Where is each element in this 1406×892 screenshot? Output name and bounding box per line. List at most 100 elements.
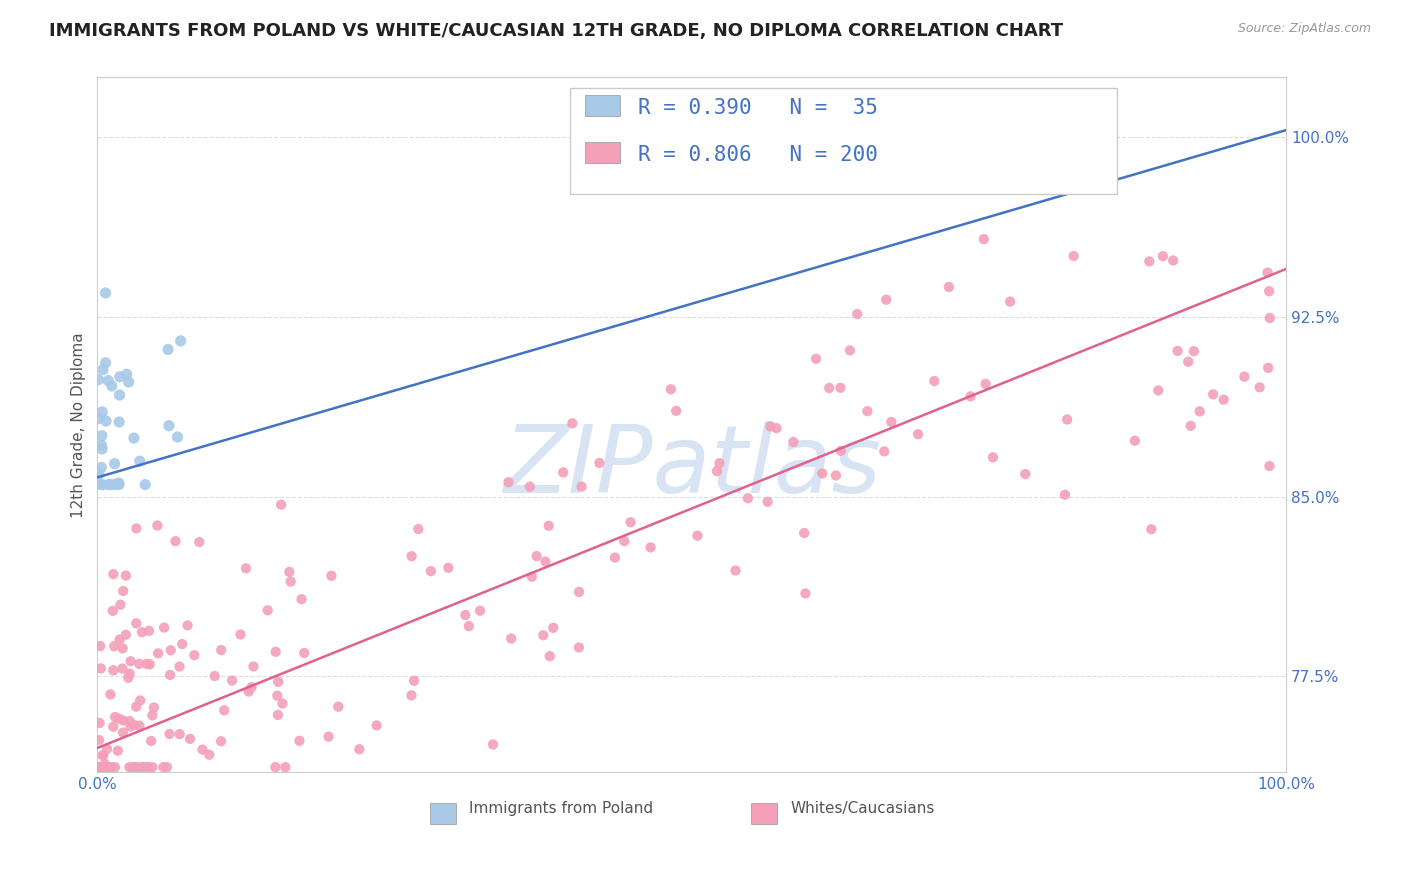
Point (437, 561, 460, 575)
Point (1053, 488, 1076, 502)
Point (128, 719, 150, 733)
Point (87, 733, 110, 747)
Point (501, 632, 523, 646)
Point (108, 415, 131, 429)
Point (1233, 369, 1256, 384)
Point (613, 534, 636, 549)
Point (404, 673, 426, 688)
Point (838, 343, 860, 358)
Point (118, 666, 141, 681)
Point (1180, 418, 1202, 433)
Point (104, 760, 127, 774)
Point (146, 646, 169, 660)
Point (482, 738, 505, 752)
Point (571, 480, 593, 494)
Point (112, 584, 135, 599)
Point (274, 760, 297, 774)
Point (538, 649, 561, 664)
Bar (585, 95, 620, 116)
Point (1152, 249, 1174, 263)
Point (159, 643, 181, 657)
Point (166, 430, 188, 444)
Point (561, 417, 583, 431)
Text: R = 0.390   N =  35: R = 0.390 N = 35 (638, 98, 877, 118)
Text: IMMIGRANTS FROM POLAND VS WHITE/CAUCASIAN 12TH GRADE, NO DIPLOMA CORRELATION CHA: IMMIGRANTS FROM POLAND VS WHITE/CAUCASIA… (49, 22, 1063, 40)
Point (179, 731, 201, 746)
Point (91, 748, 114, 763)
Point (846, 307, 869, 321)
Point (531, 628, 554, 642)
Point (91, 477, 114, 491)
Point (129, 693, 152, 707)
Point (120, 654, 142, 668)
Point (132, 760, 155, 774)
Point (209, 734, 232, 748)
Point (1249, 380, 1271, 394)
Point (468, 604, 491, 618)
Point (526, 549, 548, 563)
Point (709, 456, 731, 470)
Point (128, 657, 150, 671)
Point (157, 343, 180, 357)
Point (209, 643, 232, 657)
Point (1177, 355, 1199, 369)
Point (830, 381, 852, 395)
Point (129, 760, 152, 774)
Bar (571, 87, 1118, 194)
Point (87, 412, 110, 426)
Point (142, 700, 165, 714)
Point (235, 561, 257, 575)
Text: Immigrants from Poland: Immigrants from Poland (470, 801, 654, 816)
Point (267, 674, 290, 689)
Point (91, 405, 114, 419)
Point (974, 376, 997, 391)
Point (1147, 384, 1170, 398)
Point (568, 585, 591, 599)
Point (159, 668, 181, 682)
Point (103, 663, 125, 677)
Point (959, 389, 981, 403)
Point (553, 466, 575, 480)
Point (1140, 522, 1163, 536)
Point (135, 657, 157, 671)
Point (97, 477, 120, 491)
Point (169, 659, 191, 673)
Point (981, 450, 1004, 465)
Point (759, 419, 782, 434)
Point (94, 285, 117, 300)
Point (104, 477, 127, 491)
Point (292, 646, 315, 660)
Point (856, 404, 879, 418)
Point (108, 388, 131, 402)
Point (103, 720, 125, 734)
Point (266, 689, 288, 703)
Point (110, 598, 132, 612)
Point (91, 760, 114, 774)
Point (94, 356, 117, 370)
Point (159, 727, 181, 741)
Point (108, 632, 131, 647)
Point (101, 604, 124, 618)
Point (125, 699, 148, 714)
Point (90, 760, 112, 774)
Point (706, 464, 728, 478)
Point (141, 760, 163, 774)
Point (94, 760, 117, 774)
Point (90, 477, 112, 491)
Point (520, 570, 543, 584)
Point (457, 619, 479, 633)
Bar (751, 803, 778, 824)
Point (811, 467, 834, 481)
Point (794, 586, 817, 600)
Point (198, 747, 221, 762)
Point (267, 707, 290, 722)
Point (756, 495, 779, 509)
Point (280, 574, 302, 589)
Point (737, 491, 759, 506)
Point (519, 480, 541, 494)
Point (152, 760, 174, 774)
Point (122, 431, 145, 445)
Point (172, 637, 194, 651)
Point (103, 567, 125, 582)
Point (1258, 310, 1281, 325)
